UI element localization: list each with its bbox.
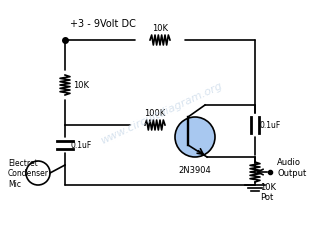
Text: www.circuitdiagram.org: www.circuitdiagram.org <box>99 80 224 145</box>
Text: Audio
Output: Audio Output <box>277 158 306 177</box>
Text: +3 - 9Volt DC: +3 - 9Volt DC <box>70 19 136 29</box>
Text: 2N3904: 2N3904 <box>179 165 211 174</box>
Circle shape <box>175 117 215 157</box>
Text: 100K: 100K <box>144 108 166 117</box>
Text: 10K
Pot: 10K Pot <box>260 182 276 202</box>
Text: 10K: 10K <box>152 24 168 33</box>
Text: 0.1uF: 0.1uF <box>260 121 281 130</box>
Text: Electret
Condenser
Mic: Electret Condenser Mic <box>8 158 49 188</box>
Text: 0.1uF: 0.1uF <box>70 141 91 150</box>
Text: 10K: 10K <box>73 81 89 90</box>
